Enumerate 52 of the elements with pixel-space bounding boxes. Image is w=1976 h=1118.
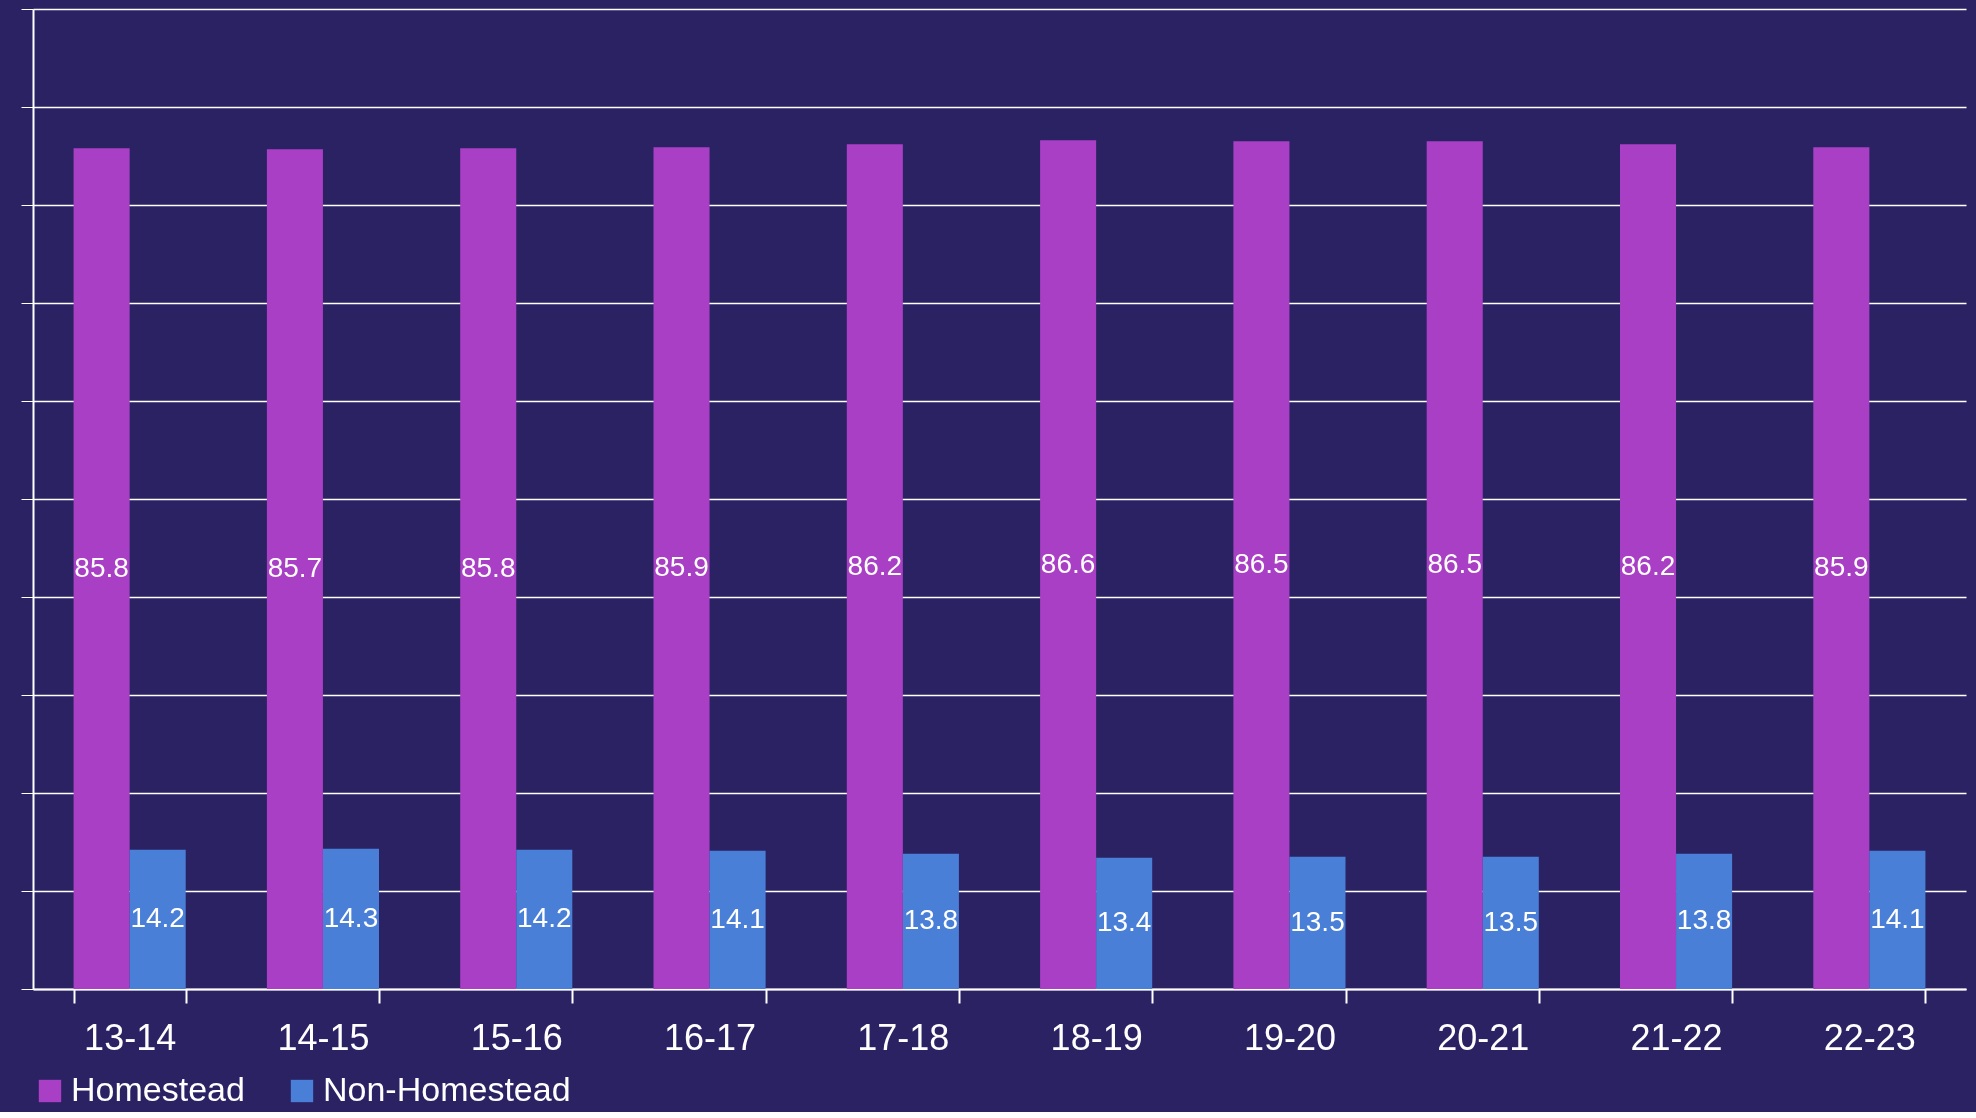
legend-label: Non-Homestead: [323, 1070, 571, 1108]
bar: [709, 850, 766, 989]
legend-label: Homestead: [71, 1070, 245, 1108]
x-tick-label: 13-14: [84, 1016, 177, 1058]
data-label: 85.9: [1814, 551, 1869, 583]
data-label: 13.8: [903, 904, 959, 936]
x-tick-label: 14-15: [277, 1016, 370, 1058]
bar: [1813, 147, 1870, 989]
bar: [653, 147, 710, 989]
bar: [902, 853, 959, 989]
bar: [516, 849, 573, 989]
data-label: 86.2: [847, 549, 903, 581]
bar: [322, 848, 380, 989]
data-label: 14.3: [323, 901, 379, 933]
data-label: 14.2: [517, 902, 572, 934]
data-label: 13.5: [1483, 905, 1539, 937]
bar: [129, 849, 186, 989]
data-label: 85.7: [267, 552, 323, 584]
data-label: 14.2: [130, 902, 185, 934]
bar: [1096, 857, 1153, 989]
data-label: 85.9: [654, 551, 709, 583]
bar: [1676, 853, 1733, 989]
bar: [460, 148, 517, 989]
bar: [73, 148, 130, 989]
x-tick-label: 22-23: [1823, 1016, 1916, 1058]
bar: [1619, 144, 1677, 989]
data-label: 86.6: [1040, 547, 1096, 579]
x-tick-label: 19-20: [1243, 1016, 1336, 1058]
bar: [1040, 140, 1097, 989]
data-label: 85.8: [460, 551, 516, 583]
bar: [846, 144, 903, 989]
x-tick-label: 15-16: [470, 1016, 563, 1058]
data-label: 86.5: [1234, 548, 1289, 580]
data-label: 86.2: [1620, 549, 1676, 581]
data-label: 13.4: [1096, 906, 1152, 938]
data-label: 13.8: [1676, 904, 1732, 936]
x-tick-label: 17-18: [857, 1016, 950, 1058]
data-label: 13.5: [1290, 905, 1345, 937]
data-label: 14.1: [1870, 902, 1925, 934]
bar: [1869, 850, 1926, 989]
data-label: 14.1: [710, 902, 765, 934]
x-tick-label: 20-21: [1437, 1016, 1530, 1058]
bar: [266, 149, 323, 989]
bar: [1233, 141, 1290, 989]
data-label: 85.8: [74, 551, 129, 583]
bar: [1289, 856, 1346, 989]
bar: [1426, 141, 1483, 989]
data-label: 86.5: [1427, 548, 1482, 580]
x-tick-label: 16-17: [664, 1016, 757, 1058]
bar: [1482, 856, 1539, 989]
x-tick-label: 21-22: [1630, 1016, 1723, 1058]
x-tick-label: 18-19: [1050, 1016, 1143, 1058]
